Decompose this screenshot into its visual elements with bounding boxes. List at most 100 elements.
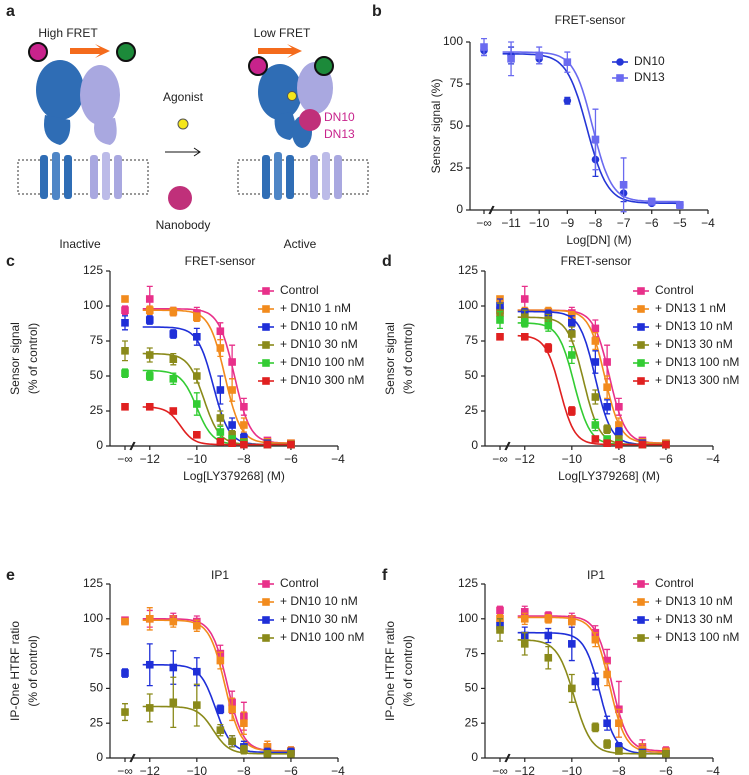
x-axis-label: Log[LY379268] (M) — [558, 469, 660, 483]
x-tick-label: −9 — [560, 216, 574, 230]
data-point — [216, 386, 225, 394]
x-tick-label: −10 — [562, 764, 583, 775]
data-point — [591, 358, 600, 366]
x-tick-label: −8 — [612, 452, 626, 466]
x-tick-label: −6 — [284, 452, 298, 466]
nanobody-icon — [299, 109, 321, 131]
y-tick-label: 75 — [465, 333, 479, 347]
data-point — [240, 745, 248, 754]
y-tick-label: 75 — [465, 646, 479, 660]
data-point — [169, 663, 178, 672]
data-point — [591, 393, 600, 401]
data-point — [193, 431, 201, 439]
label: DN10 — [324, 110, 355, 124]
data-point — [544, 321, 553, 330]
data-point — [228, 737, 236, 746]
x-tick-label: −11 — [501, 216, 521, 230]
label: Low FRET — [254, 26, 311, 40]
legend-label: DN10 — [634, 54, 665, 68]
arrow — [165, 147, 201, 157]
y-tick-label: 25 — [450, 160, 464, 174]
x-tick-label: −∞ — [476, 216, 492, 230]
legend-label: + DN13 10 nM — [655, 594, 733, 608]
data-point — [193, 372, 201, 380]
legend-marker — [262, 598, 270, 606]
data-point — [591, 421, 600, 429]
panel-a-diagram: a High FRET Low FRET Inactive Agonist Na… — [6, 3, 369, 251]
data-point — [615, 435, 623, 443]
panel-letter: f — [382, 567, 388, 584]
data-point — [216, 726, 225, 734]
data-point — [568, 617, 576, 626]
legend-marker — [262, 305, 270, 313]
y-tick-label: 0 — [96, 750, 103, 764]
legend-label: + DN13 300 nM — [655, 373, 739, 387]
fluorophore — [314, 56, 334, 76]
data-point — [662, 440, 670, 449]
data-point — [520, 615, 529, 623]
legend-marker — [637, 305, 645, 313]
axis-break — [488, 205, 495, 215]
legend-marker — [637, 287, 645, 295]
data-point — [619, 181, 628, 189]
data-point — [615, 428, 623, 436]
data-point — [520, 319, 529, 327]
legend-marker — [262, 634, 270, 642]
x-tick-label: −6 — [659, 764, 673, 775]
data-point — [121, 319, 129, 327]
y-tick-label: 50 — [90, 681, 104, 695]
data-point — [603, 383, 611, 391]
data-point — [563, 97, 572, 105]
domain — [80, 65, 120, 125]
x-tick-label: −4 — [701, 216, 715, 230]
data-point — [121, 306, 129, 314]
data-point — [591, 435, 600, 443]
label: Nanobody — [156, 218, 211, 232]
data-point — [228, 705, 236, 714]
data-point — [568, 319, 576, 327]
data-point — [216, 438, 225, 446]
data-point — [121, 347, 129, 355]
agonist-icon — [287, 91, 297, 101]
legend-label: Control — [280, 576, 319, 590]
x-tick-label: −8 — [237, 764, 251, 775]
axis-break — [504, 441, 511, 451]
y-tick-label: 125 — [83, 263, 103, 277]
data-point — [240, 403, 248, 411]
data-point — [603, 670, 611, 679]
legend-label: + DN10 10 nM — [280, 594, 358, 608]
y-tick-label: 100 — [83, 611, 103, 625]
fluorophore — [28, 42, 48, 62]
legend-label: Control — [280, 283, 319, 297]
data-point — [216, 705, 225, 714]
y-tick-label: 25 — [465, 715, 479, 729]
data-point — [169, 698, 178, 707]
y-axis-label: Sensor signal (%) — [429, 79, 443, 174]
legend-marker — [637, 341, 645, 349]
data-point — [287, 750, 295, 758]
membrane — [237, 152, 369, 200]
y-tick-label: 75 — [90, 646, 104, 660]
data-point — [662, 750, 670, 758]
panel-letter: d — [382, 253, 392, 270]
data-point — [169, 617, 178, 626]
arrow — [70, 44, 110, 58]
fit-curve — [517, 631, 666, 755]
data-point — [603, 740, 611, 748]
data-point — [169, 330, 178, 338]
label: Active — [284, 237, 317, 251]
x-tick-label: −8 — [612, 764, 626, 775]
legend-label: DN13 — [634, 70, 665, 84]
y-tick-label: 100 — [458, 298, 478, 312]
legend-marker — [637, 580, 645, 588]
panel-letter: a — [6, 3, 15, 20]
data-point — [591, 324, 600, 333]
data-point — [615, 440, 623, 449]
data-point — [563, 58, 572, 66]
data-point — [121, 403, 129, 411]
data-point — [615, 421, 623, 429]
data-point — [240, 421, 248, 429]
data-point — [603, 435, 611, 443]
x-tick-label: −12 — [140, 452, 161, 466]
